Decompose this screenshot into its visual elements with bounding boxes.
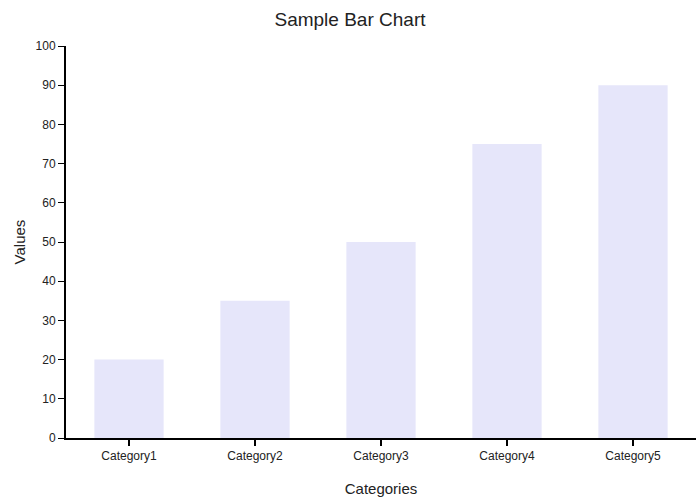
svg-text:Category4: Category4	[479, 449, 535, 463]
svg-text:20: 20	[42, 353, 56, 367]
svg-text:50: 50	[42, 235, 56, 249]
svg-text:Category5: Category5	[605, 449, 661, 463]
svg-text:40: 40	[42, 274, 56, 288]
svg-text:Values: Values	[11, 220, 28, 265]
svg-text:60: 60	[42, 196, 56, 210]
svg-text:Category1: Category1	[101, 449, 157, 463]
svg-text:0: 0	[49, 431, 56, 445]
svg-text:100: 100	[36, 39, 56, 53]
svg-text:90: 90	[42, 78, 56, 92]
svg-text:Sample Bar Chart: Sample Bar Chart	[274, 9, 426, 30]
svg-text:80: 80	[42, 118, 56, 132]
svg-text:Category2: Category2	[227, 449, 283, 463]
svg-text:30: 30	[42, 314, 56, 328]
svg-text:10: 10	[42, 392, 56, 406]
svg-text:Category3: Category3	[353, 449, 409, 463]
svg-text:70: 70	[42, 157, 56, 171]
svg-text:Categories: Categories	[345, 480, 418, 497]
